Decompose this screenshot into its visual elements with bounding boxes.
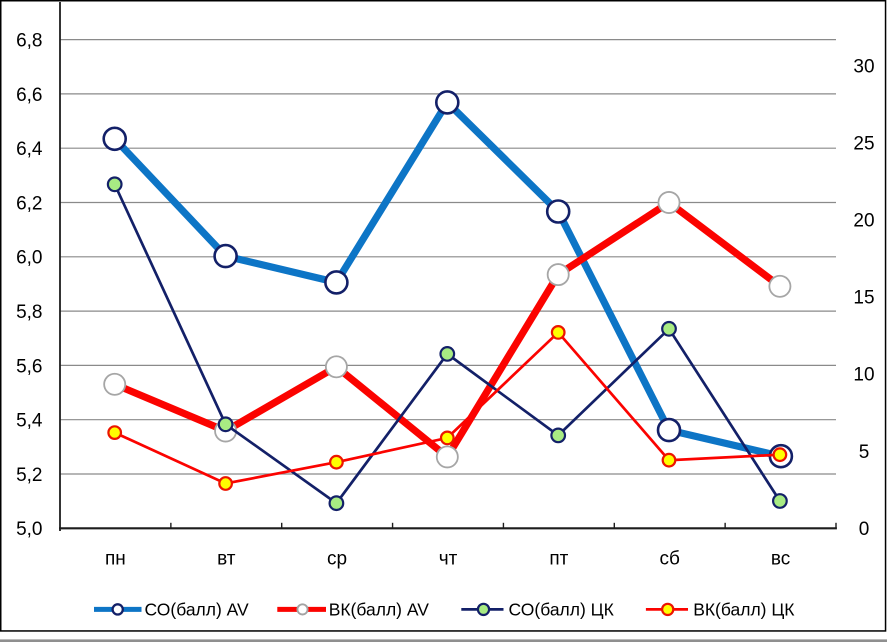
svg-text:пн: пн: [105, 549, 126, 570]
svg-text:вс: вс: [771, 549, 790, 570]
svg-text:25: 25: [853, 133, 874, 154]
svg-text:20: 20: [853, 211, 874, 232]
svg-text:чт: чт: [439, 549, 458, 570]
svg-text:6,2: 6,2: [16, 193, 42, 214]
svg-text:6,6: 6,6: [16, 85, 42, 106]
svg-text:5,6: 5,6: [16, 356, 42, 377]
svg-text:5,4: 5,4: [16, 411, 43, 432]
svg-text:5,0: 5,0: [16, 519, 42, 540]
svg-text:ВК(балл) AV: ВК(балл) AV: [329, 599, 430, 619]
svg-text:6,4: 6,4: [16, 139, 43, 160]
svg-text:вт: вт: [217, 549, 236, 570]
svg-text:6,8: 6,8: [16, 31, 42, 52]
svg-text:СО(балл) AV: СО(балл) AV: [145, 599, 250, 619]
svg-text:5: 5: [859, 442, 870, 463]
svg-text:10: 10: [853, 365, 874, 386]
svg-text:сб: сб: [660, 549, 681, 570]
svg-text:пт: пт: [549, 549, 568, 570]
svg-text:0: 0: [859, 519, 870, 540]
svg-text:ВК(балл) ЦК: ВК(балл) ЦК: [693, 599, 795, 619]
svg-text:5,2: 5,2: [16, 465, 42, 486]
svg-text:15: 15: [853, 288, 874, 309]
svg-text:5,8: 5,8: [16, 302, 42, 323]
svg-text:ср: ср: [327, 549, 347, 570]
svg-text:6,0: 6,0: [16, 248, 42, 269]
svg-text:30: 30: [853, 56, 874, 77]
svg-text:СО(балл) ЦК: СО(балл) ЦК: [509, 599, 615, 619]
